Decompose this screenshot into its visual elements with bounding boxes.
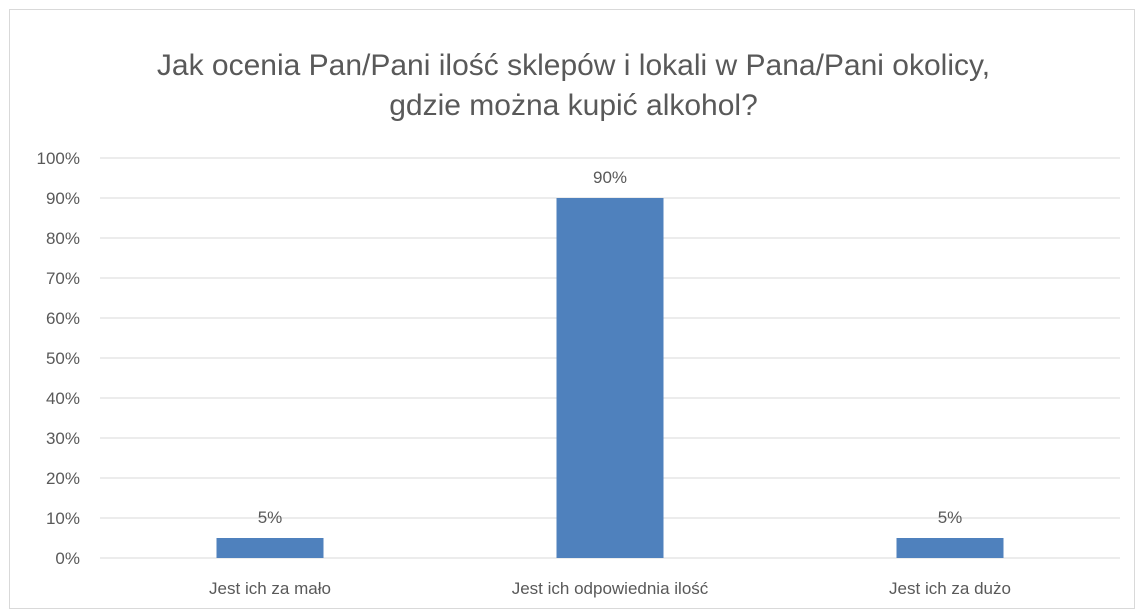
bar bbox=[556, 198, 664, 558]
bar bbox=[896, 538, 1004, 558]
chart-title-text: Jak ocenia Pan/Pani ilość sklepów i loka… bbox=[156, 49, 991, 122]
y-tick-label: 10% bbox=[46, 509, 80, 528]
data-labels: 5% 90% 5% bbox=[258, 168, 963, 527]
y-tick-label: 50% bbox=[46, 349, 80, 368]
y-tick-label: 80% bbox=[46, 229, 80, 248]
y-tick-label: 40% bbox=[46, 389, 80, 408]
x-axis-categories: Jest ich za mało Jest ich odpowiednia ilo… bbox=[209, 579, 1011, 598]
chart-title: Jak ocenia Pan/Pani ilość sklepów i loka… bbox=[0, 46, 1147, 126]
data-label: 5% bbox=[258, 508, 283, 527]
x-category-label: Jest ich za mało bbox=[209, 579, 331, 598]
bars bbox=[216, 198, 1004, 558]
y-tick-label: 20% bbox=[46, 469, 80, 488]
x-category-label: Jest ich za dużo bbox=[889, 579, 1011, 598]
data-label: 5% bbox=[938, 508, 963, 527]
y-axis-ticks: 0% 10% 20% 30% 40% 50% 60% 70% 80% 90% 100% bbox=[37, 149, 80, 568]
y-tick-label: 60% bbox=[46, 309, 80, 328]
y-tick-label: 70% bbox=[46, 269, 80, 288]
bar bbox=[216, 538, 324, 558]
y-tick-label: 30% bbox=[46, 429, 80, 448]
y-tick-label: 0% bbox=[55, 549, 80, 568]
y-tick-label: 100% bbox=[37, 149, 80, 168]
x-category-label: Jest ich odpowiednia ilość bbox=[512, 579, 709, 598]
y-tick-label: 90% bbox=[46, 189, 80, 208]
data-label: 90% bbox=[593, 168, 627, 187]
